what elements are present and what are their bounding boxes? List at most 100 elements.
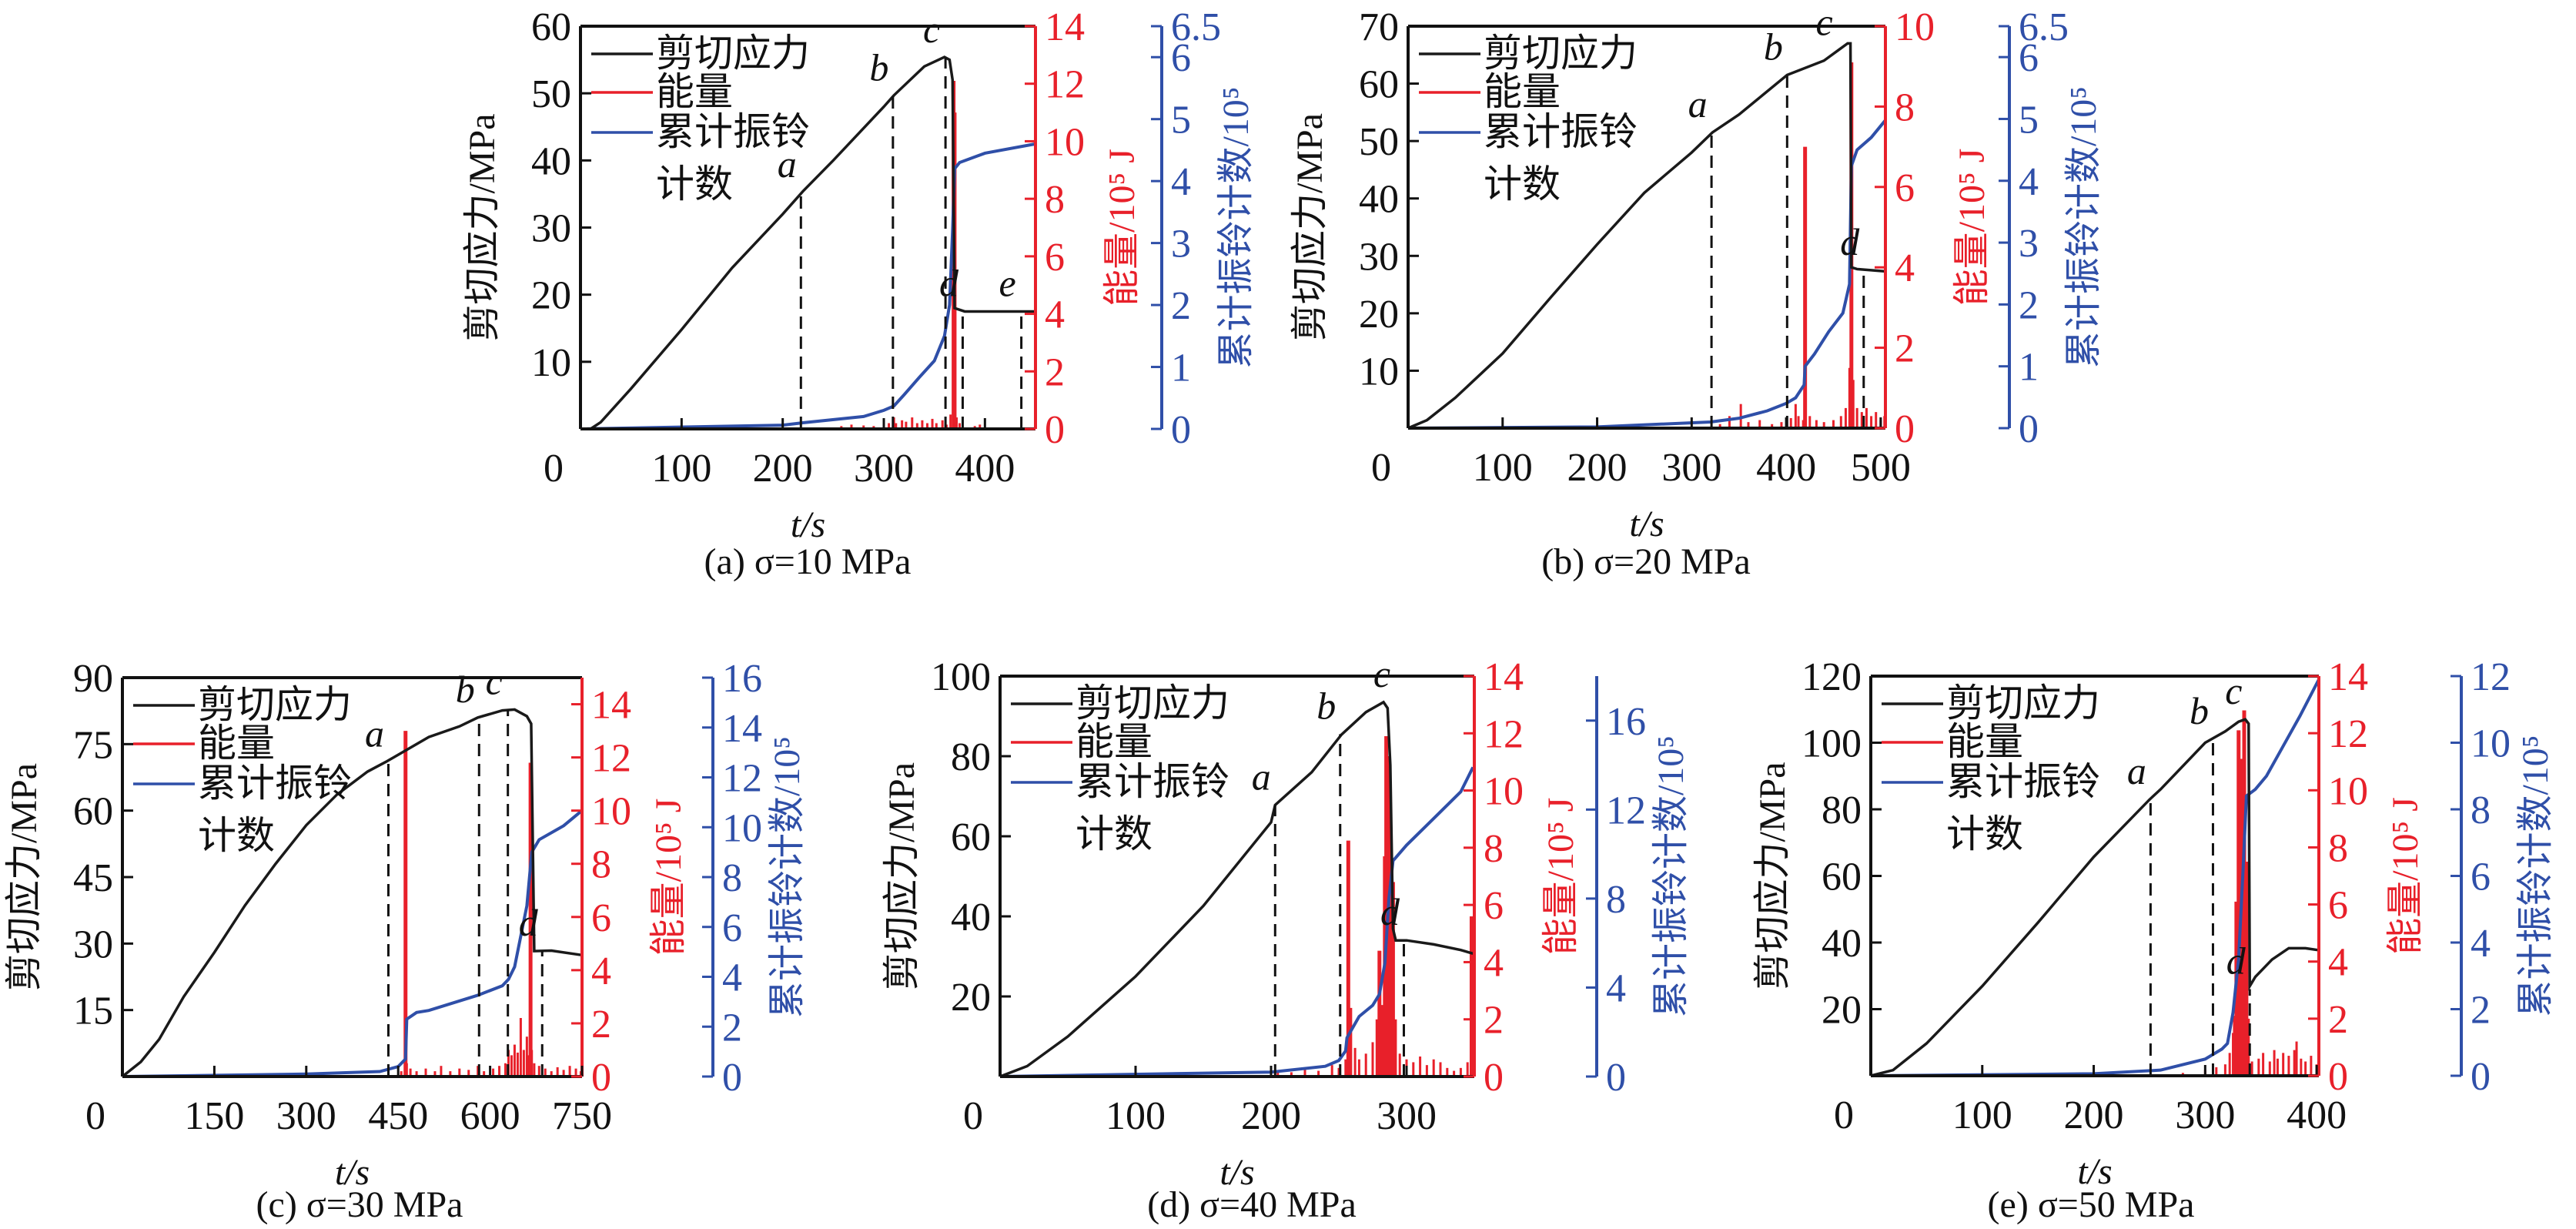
stress-axis-title: 剪切应力/MPa: [1752, 762, 1793, 990]
x-tick-label: 200: [753, 447, 813, 491]
panel-caption: (e) σ=50 MPa: [1988, 1184, 2195, 1225]
energy-tick-label: 2: [2328, 998, 2348, 1042]
stress-tick-label: 60: [531, 5, 571, 49]
stress-tick-label: 60: [1822, 856, 1862, 899]
stress-tick-label: 20: [531, 274, 571, 318]
x-tick-label: 150: [184, 1094, 244, 1138]
stress-tick-label: 20: [1822, 989, 1862, 1033]
energy-tick-label: 12: [2328, 712, 2368, 756]
stage-marker-label: b: [1764, 25, 1783, 68]
x-axis-title: t/s: [791, 504, 825, 545]
stress-series-line: [121, 708, 583, 1078]
stage-marker-label: d: [2226, 939, 2246, 983]
energy-tick-label: 0: [1484, 1056, 1504, 1100]
stage-marker-label: c: [486, 659, 503, 702]
x-tick-label: 100: [1473, 446, 1533, 490]
count-tick-label: 1: [2019, 346, 2039, 390]
energy-tick-label: 2: [1045, 350, 1065, 394]
stress-tick-label: 50: [531, 72, 571, 116]
energy-tick-label: 6: [1045, 236, 1065, 280]
legend-label-count-line2: 计数: [198, 814, 275, 857]
energy-tick-label: 14: [2328, 655, 2368, 699]
stress-series-line: [590, 55, 1035, 430]
count-series-line: [1407, 119, 1887, 430]
energy-axis-title: 能量/10⁵ J: [1541, 798, 1581, 956]
stress-tick-label: 45: [73, 856, 113, 900]
count-tick-label: 10: [722, 806, 762, 850]
panel-caption: (a) σ=10 MPa: [704, 541, 912, 582]
x-tick-label: 200: [1241, 1094, 1301, 1138]
count-series-line: [580, 142, 1036, 430]
count-tick-label: 6: [2019, 36, 2039, 80]
energy-tick-label: 10: [1484, 770, 1524, 814]
stress-tick-label: 100: [1802, 722, 1862, 766]
energy-tick-label: 4: [1045, 293, 1065, 337]
panel-caption: (c) σ=30 MPa: [256, 1184, 463, 1225]
count-tick-label: 0: [1606, 1056, 1626, 1100]
stress-tick-label: 100: [931, 655, 991, 699]
x-axis-title: t/s: [1219, 1152, 1254, 1193]
count-tick-label: 4: [1171, 160, 1191, 204]
x-axis-title: t/s: [1629, 504, 1664, 544]
stage-marker-label: b: [456, 668, 475, 711]
energy-tick-label: 4: [2328, 941, 2348, 985]
energy-tick-label: 6: [591, 896, 611, 940]
x-tick-label: 200: [1567, 446, 1628, 490]
stage-marker-label: b: [1316, 684, 1336, 727]
energy-tick-label: 2: [591, 1003, 611, 1046]
x-tick-label: 0: [544, 447, 564, 491]
count-tick-label: 2: [1171, 284, 1191, 328]
legend-label-count: 累计振铃: [1946, 760, 2100, 803]
energy-tick-label: 8: [1895, 85, 1915, 129]
x-tick-label: 450: [368, 1094, 428, 1138]
energy-tick-label: 2: [1484, 999, 1504, 1043]
count-tick-label: 16: [1606, 700, 1646, 744]
count-tick-label: 2: [2019, 283, 2039, 327]
energy-axis-title: 能量/10⁵ J: [1952, 149, 1992, 306]
stress-tick-label: 20: [951, 976, 991, 1020]
count-tick-label: 4: [1606, 966, 1626, 1010]
stress-tick-label: 90: [73, 657, 113, 701]
stress-tick-label: 30: [73, 923, 113, 966]
stage-marker-label: a: [778, 142, 797, 186]
stage-marker-label: d: [1840, 220, 1860, 263]
count-tick-label: 4: [2471, 922, 2491, 966]
legend-label-count-line2: 计数: [656, 162, 733, 206]
count-tick-label: 8: [1606, 878, 1626, 922]
energy-tick-label: 14: [1045, 5, 1085, 49]
stress-tick-label: 40: [1822, 922, 1862, 966]
energy-tick-label: 12: [591, 737, 631, 781]
x-tick-label: 200: [2064, 1093, 2124, 1137]
x-tick-label: 300: [276, 1094, 336, 1138]
x-tick-label: 400: [1756, 446, 1816, 490]
stage-marker-label: b: [869, 46, 888, 89]
stage-marker-label: a: [2127, 749, 2146, 792]
legend-label-energy: 能量: [1076, 720, 1153, 763]
count-tick-label: 12: [2471, 655, 2511, 699]
count-tick-label: 2: [2471, 989, 2491, 1033]
stress-axis-title: 剪切应力/MPa: [4, 763, 45, 991]
energy-tick-label: 6: [1484, 884, 1504, 928]
energy-axis-title: 能量/10⁵ J: [1102, 149, 1142, 306]
stress-tick-label: 75: [73, 723, 113, 767]
stress-tick-label: 60: [951, 815, 991, 859]
x-tick-label: 0: [1834, 1093, 1854, 1137]
count-tick-label: 4: [722, 956, 742, 1000]
stress-tick-label: 40: [1359, 178, 1399, 222]
energy-axis-title: 能量/10⁵ J: [648, 799, 689, 956]
legend-label-count-line2: 计数: [1484, 162, 1561, 206]
count-axis-title: 累计振铃计数/10⁵: [767, 736, 808, 1018]
count-tick-label: 0: [2471, 1055, 2491, 1099]
x-tick-label: 0: [963, 1094, 983, 1138]
stage-marker-label: c: [2225, 669, 2242, 712]
x-tick-label: 100: [1106, 1094, 1166, 1138]
energy-tick-label: 0: [591, 1056, 611, 1100]
stage-marker-label: c: [1816, 0, 1833, 43]
stress-axis-title: 剪切应力/MPa: [882, 762, 922, 990]
x-tick-label: 300: [854, 447, 914, 491]
count-tick-label: 8: [2471, 789, 2491, 832]
